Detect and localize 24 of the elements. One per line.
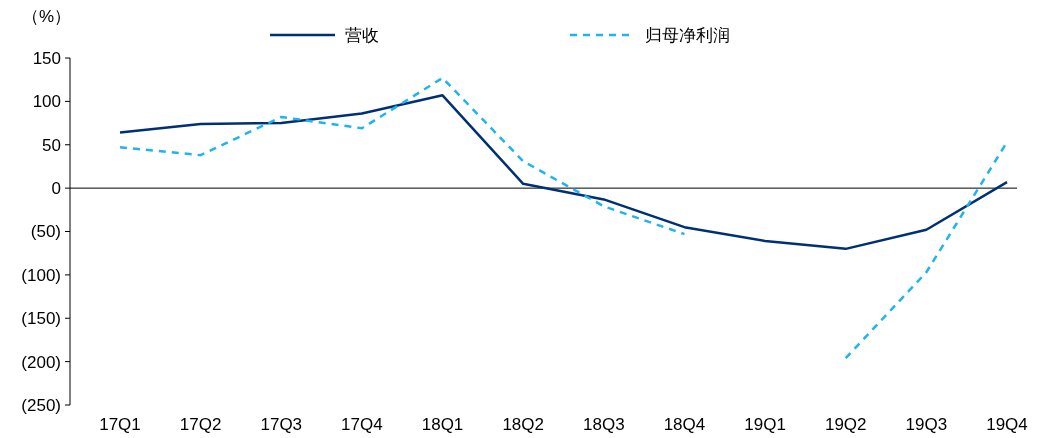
x-tick-label: 19Q2 (824, 415, 867, 434)
y-tick-label: (100) (21, 265, 61, 285)
y-axis-title: （%） (22, 7, 72, 26)
x-tick-label: 19Q1 (744, 415, 786, 434)
y-tick-label: 100 (32, 92, 61, 112)
y-tick-label: (50) (30, 222, 61, 242)
x-tick-label: 18Q3 (583, 415, 625, 434)
y-tick-label: 150 (32, 48, 61, 68)
x-tick-label: 19Q4 (986, 415, 1028, 434)
x-tick-label: 18Q1 (421, 415, 464, 434)
x-tick-label: 17Q1 (99, 415, 141, 434)
y-tick-label: 0 (51, 179, 61, 199)
x-tick-label: 17Q4 (341, 415, 383, 434)
legend-label: 归母净利润 (645, 25, 730, 45)
y-tick-label: (200) (21, 352, 61, 372)
y-tick-label: (150) (21, 309, 61, 329)
legend-label: 营收 (345, 25, 379, 45)
x-tick-label: 18Q4 (663, 415, 706, 434)
x-tick-label: 17Q2 (179, 415, 222, 434)
y-tick-label: 50 (42, 135, 61, 155)
y-tick-label: (250) (21, 395, 61, 415)
x-tick-label: 18Q2 (502, 415, 544, 434)
x-tick-label: 19Q3 (905, 415, 948, 434)
x-tick-label: 17Q3 (260, 415, 303, 434)
